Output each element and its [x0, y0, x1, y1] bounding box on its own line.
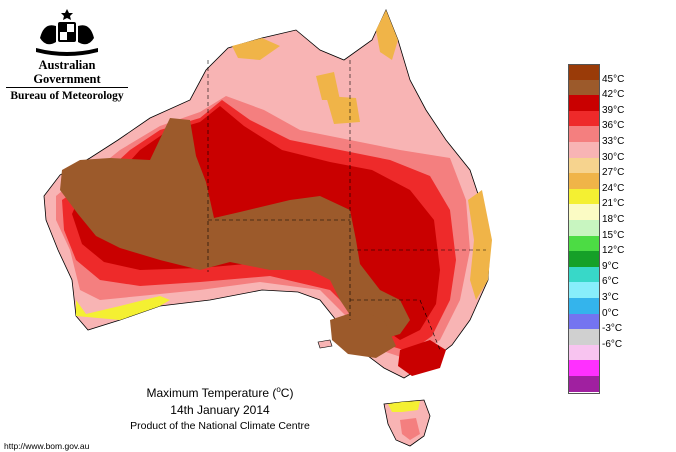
coat-of-arms-icon	[36, 9, 98, 56]
tasmania-north-coast	[388, 401, 420, 412]
legend-label: 33°C	[602, 136, 625, 147]
legend-label: 39°C	[602, 104, 625, 116]
state-borders	[207, 60, 486, 351]
kangaroo-island	[317, 339, 333, 349]
tasmania-south	[400, 418, 420, 440]
legend-label: -3°C	[602, 323, 623, 335]
legend-label: 0°C	[602, 307, 619, 319]
region-cape-york-27c	[376, 10, 398, 60]
legend-label: -6°C	[602, 338, 623, 350]
region-top-end-27c	[232, 38, 280, 60]
region-above-42c	[60, 118, 410, 340]
agency-logo: Australian Government Bureau of Meteorol…	[6, 8, 128, 103]
legend-label: 15°C	[602, 229, 625, 241]
legend-label: 27°C	[602, 167, 625, 179]
region-gulf-27c	[316, 72, 340, 100]
legend-label: 45°C	[602, 73, 625, 85]
legend-label: 36°C	[602, 120, 625, 132]
legend-label: 6°C	[602, 276, 619, 288]
region-qld-27c	[326, 96, 360, 124]
mainland-australia	[43, 8, 492, 379]
legend-label: 3°C	[602, 292, 619, 303]
map-product: Product of the National Climate Centre	[130, 420, 310, 432]
region-east-coast-27c	[468, 190, 492, 300]
legend-label: 24°C	[602, 182, 625, 194]
website-link[interactable]: http://www.bom.gov.au	[4, 441, 90, 451]
agency-name: Australian Government	[6, 58, 128, 88]
tasmania	[383, 399, 431, 447]
legend-label: 21°C	[602, 198, 625, 210]
legend-label: 42°C	[602, 89, 625, 101]
legend-label: 30°C	[602, 151, 625, 163]
legend-label: 18°C	[602, 214, 625, 225]
map-date: 14th January 2014	[170, 403, 270, 417]
region-victoria-39c	[398, 340, 446, 376]
legend-frame	[568, 64, 600, 394]
bureau-name: Bureau of Meteorology	[10, 90, 124, 102]
region-sa-above-42c	[330, 310, 396, 358]
legend-label: 9°C	[602, 260, 619, 272]
region-sw-coast-24c	[76, 296, 170, 320]
legend-label: 12°C	[602, 245, 625, 257]
map-title: Maximum Temperature (oC)	[146, 385, 294, 400]
